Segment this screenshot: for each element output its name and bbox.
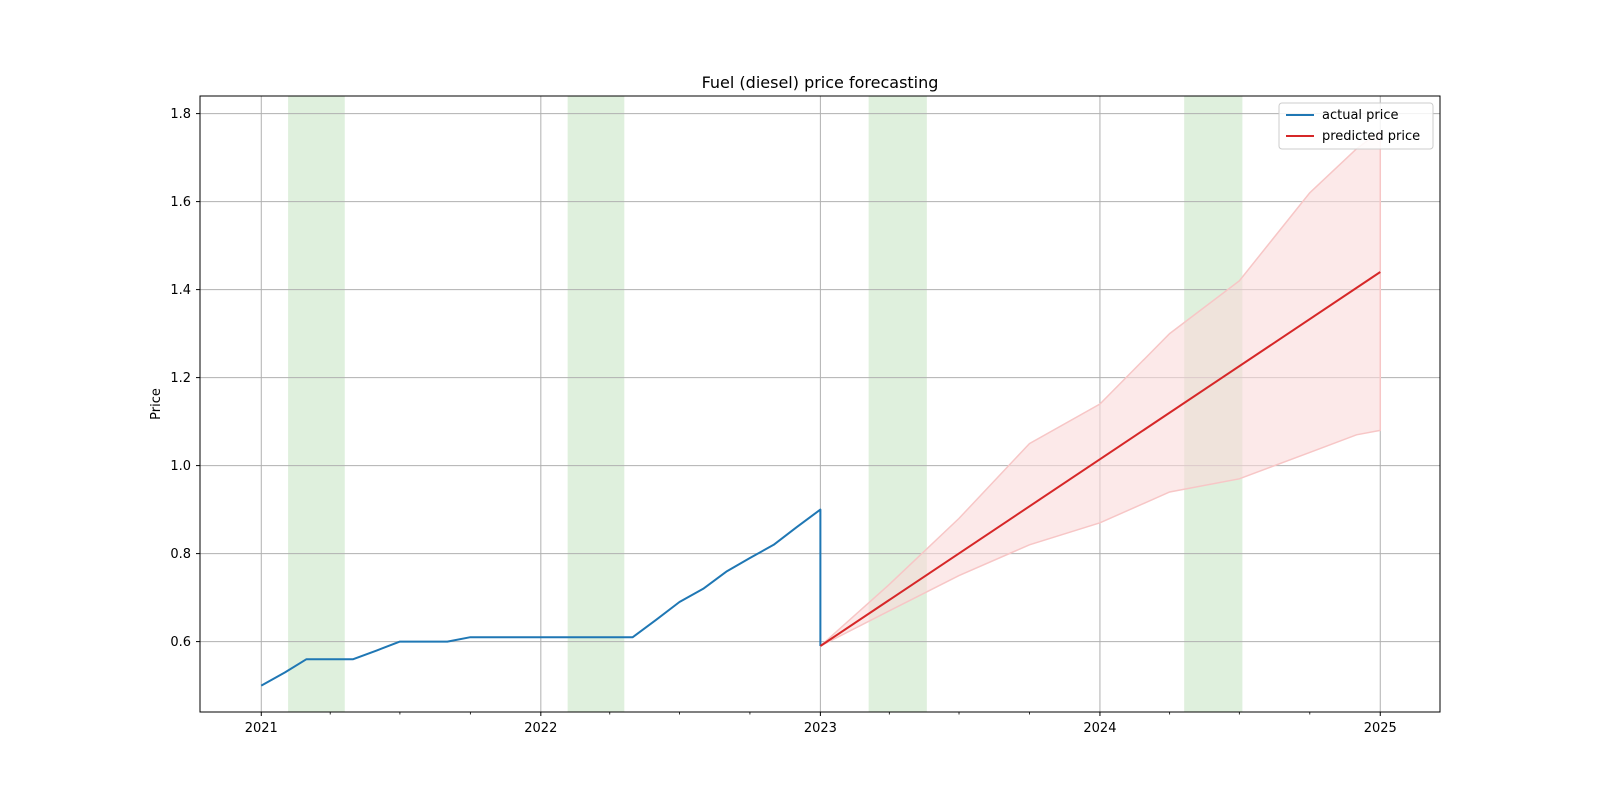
series-line-actual-price: [260, 508, 822, 687]
y-tick-label: 1.4: [170, 283, 191, 298]
x-axis-ticks: 2021 2022 2023 2024 2025: [245, 712, 1397, 736]
y-tick-label: 1.0: [170, 459, 191, 474]
y-tick-label: 1.8: [170, 107, 191, 122]
prediction-interval-area: [819, 129, 1382, 647]
legend-label-actual-price: actual price: [1322, 108, 1399, 123]
legend-box: [1278, 102, 1434, 150]
highlight-band-3: [868, 96, 927, 712]
x-tick-label: 2021: [245, 721, 278, 736]
y-axis-ticks: 0.6 0.8 1.0 1.2 1.4 1.6 1.8: [170, 107, 200, 650]
x-tick-label: 2024: [1083, 721, 1116, 736]
x-tick-label: 2025: [1364, 721, 1397, 736]
chart-title: Fuel (diesel) price forecasting: [702, 73, 939, 92]
y-tick-label: 1.2: [170, 371, 191, 386]
highlight-band-1: [288, 96, 345, 712]
highlight-band-2: [567, 96, 625, 712]
x-tick-label: 2022: [524, 721, 557, 736]
legend: actual price predicted price: [1278, 102, 1434, 150]
series-lines: [260, 271, 1381, 687]
y-tick-label: 0.8: [170, 547, 191, 562]
y-axis-label: Price: [149, 388, 164, 420]
x-tick-label: 2023: [804, 721, 837, 736]
y-tick-label: 0.6: [170, 635, 191, 650]
prediction-interval-band: [819, 129, 1382, 647]
legend-label-predicted-price: predicted price: [1322, 129, 1420, 144]
y-tick-label: 1.6: [170, 195, 191, 210]
series-line-predicted-price: [819, 271, 1381, 647]
